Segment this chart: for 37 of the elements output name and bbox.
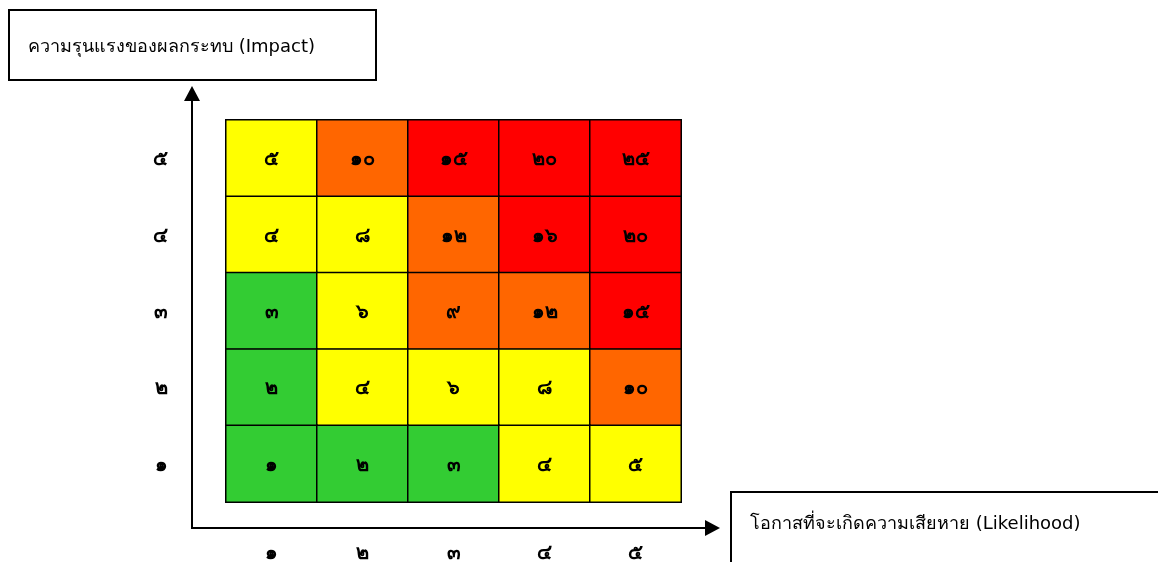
x-tick-label: ๔ [537, 541, 552, 562]
y-tick-label: ๒ [155, 376, 168, 399]
x-tick-label: ๕ [628, 541, 643, 562]
data-label: ๒๐ [532, 147, 557, 170]
data-label: ๖ [446, 376, 460, 399]
x-axis-title: โอกาสที่จะเกิดความเสียหาย (Likelihood) [730, 491, 1158, 562]
y-tick-label: ๔ [153, 223, 168, 246]
data-label: ๑๒ [440, 223, 467, 246]
data-label: ๒ [265, 376, 278, 399]
x-tick-label: ๒ [356, 541, 369, 562]
data-label: ๘ [537, 376, 552, 399]
x-tick-label: ๑ [265, 541, 278, 562]
data-label: ๑๕ [621, 300, 650, 322]
data-label: ๖ [355, 300, 369, 322]
data-label: ๕ [264, 147, 279, 170]
data-label: ๑๕ [439, 147, 468, 170]
data-label: ๑๒ [531, 300, 558, 322]
data-label: ๒๕ [621, 147, 650, 170]
y-tick-label: ๓ [154, 300, 168, 322]
y-tick-label: ๕ [153, 147, 168, 170]
data-label: ๒๐ [623, 223, 648, 246]
data-label: ๓ [264, 300, 279, 322]
x-tick-label: ๓ [446, 541, 461, 562]
data-label: ๑๐ [350, 147, 375, 170]
data-label: ๒ [356, 452, 369, 475]
y-tick-label: ๑ [155, 452, 168, 475]
data-label: ๑๖ [531, 223, 558, 246]
data-label: ๓ [446, 452, 461, 475]
data-label: ๔ [264, 223, 279, 246]
data-label: ๘ [355, 223, 370, 246]
data-label: ๕ [628, 452, 643, 475]
y-axis-title: ความรุนแรงของผลกระทบ (Impact) [8, 9, 377, 81]
data-label: ๑ [265, 452, 278, 475]
data-label: ๙ [446, 300, 461, 322]
data-label: ๔ [355, 376, 370, 399]
data-label: ๔ [537, 452, 552, 475]
data-label: ๑๐ [623, 376, 648, 399]
